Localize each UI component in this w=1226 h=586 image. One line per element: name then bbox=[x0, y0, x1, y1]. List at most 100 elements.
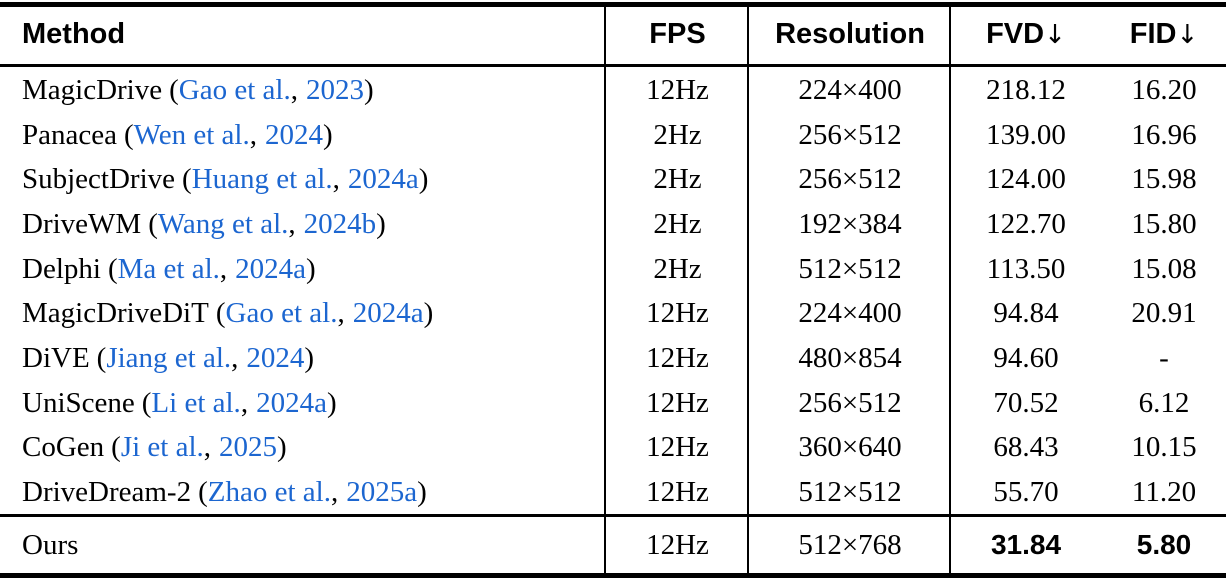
fps-value: 12Hz bbox=[646, 386, 709, 419]
resolution-value: 480×854 bbox=[798, 341, 902, 374]
column-header-fvd: FVD↓ bbox=[951, 18, 1101, 51]
citation-close-paren: ) bbox=[423, 297, 434, 330]
resolution-value: 224×400 bbox=[798, 73, 902, 106]
fvd-cell: 55.70 bbox=[951, 476, 1101, 509]
resolution-value: 512×512 bbox=[798, 476, 902, 509]
table-header-row: Method FPS Resolution FVD↓ FID↓ bbox=[0, 5, 1226, 63]
column-header-resolution-label: Resolution bbox=[775, 17, 925, 50]
citation-year-link[interactable]: 2024 bbox=[246, 341, 305, 374]
fid-cell: 16.20 bbox=[1101, 74, 1226, 107]
citation-comma: , bbox=[330, 476, 339, 509]
citation-comma: , bbox=[332, 163, 340, 196]
citation-comma: , bbox=[337, 297, 345, 330]
resolution-cell: 512×768 bbox=[749, 529, 951, 562]
column-header-method-label: Method bbox=[22, 17, 126, 50]
method-name: DriveDream-2 bbox=[22, 476, 192, 509]
fps-cell: 12Hz bbox=[606, 297, 749, 330]
citation-year-link[interactable]: 2023 bbox=[305, 73, 364, 106]
table-row: DriveWM (Wang et al., 2024b) 2Hz 192×384 1… bbox=[0, 202, 1226, 247]
citation-link[interactable]: Jiang et al. bbox=[106, 341, 232, 374]
citation-close-paren: ) bbox=[326, 386, 337, 419]
citation-link[interactable]: Wang et al. bbox=[157, 207, 289, 240]
citation-link[interactable]: Ma et al. bbox=[117, 252, 220, 285]
method-cell: DiVE (Jiang et al., 2024) bbox=[0, 342, 606, 375]
resolution-cell: 256×512 bbox=[749, 119, 951, 152]
fvd-value-best: 31.84 bbox=[990, 528, 1062, 560]
column-header-fid: FID↓ bbox=[1101, 18, 1226, 51]
resolution-value: 192×384 bbox=[798, 207, 902, 240]
fid-value: 16.96 bbox=[1131, 118, 1197, 151]
citation-close-paren: ) bbox=[322, 118, 333, 151]
citation-year-link[interactable]: 2024a bbox=[347, 163, 419, 196]
resolution-value: 512×768 bbox=[798, 528, 902, 561]
table-row: UniScene (Li et al., 2024a) 12Hz 256×512 7… bbox=[0, 381, 1226, 426]
fid-cell: 11.20 bbox=[1101, 476, 1226, 509]
citation-close-paren: ) bbox=[306, 252, 316, 285]
method-cell: Panacea (Wen et al., 2024) bbox=[0, 119, 606, 152]
fvd-cell: 218.12 bbox=[951, 74, 1101, 107]
resolution-cell: 256×512 bbox=[749, 163, 951, 196]
fid-value: 15.98 bbox=[1131, 163, 1197, 196]
citation-link[interactable]: Huang et al. bbox=[191, 163, 333, 196]
method-name: DiVE bbox=[22, 341, 90, 374]
resolution-value: 256×512 bbox=[798, 118, 902, 151]
citation-link[interactable]: Gao et al. bbox=[178, 73, 291, 106]
resolution-value: 256×512 bbox=[798, 386, 902, 419]
fvd-value: 122.70 bbox=[986, 207, 1066, 240]
fvd-value: 55.70 bbox=[993, 476, 1059, 509]
citation-link[interactable]: Zhao et al. bbox=[207, 476, 331, 509]
table-row: Panacea (Wen et al., 2024) 2Hz 256×512 139… bbox=[0, 113, 1226, 158]
fid-value: 11.20 bbox=[1131, 476, 1197, 509]
fvd-cell: 139.00 bbox=[951, 119, 1101, 152]
citation-open-paren: ( bbox=[124, 118, 134, 151]
down-arrow-icon: ↓ bbox=[1176, 19, 1199, 50]
citation-close-paren: ) bbox=[417, 476, 427, 509]
citation-open-paren: ( bbox=[148, 207, 158, 240]
method-cell: DriveDream-2 (Zhao et al., 2025a) bbox=[0, 476, 606, 509]
fid-value: 16.20 bbox=[1131, 73, 1197, 106]
fps-cell: 12Hz bbox=[606, 342, 749, 375]
citation-comma: , bbox=[203, 431, 212, 464]
table-row: Delphi (Ma et al., 2024a) 2Hz 512×512 113.… bbox=[0, 247, 1226, 292]
citation-link[interactable]: Li et al. bbox=[151, 386, 241, 419]
citation-comma: , bbox=[219, 252, 228, 285]
fid-value: 15.80 bbox=[1131, 207, 1197, 240]
table-row: MagicDriveDiT (Gao et al., 2024a) 12Hz 224… bbox=[0, 291, 1226, 336]
fid-value: 10.15 bbox=[1131, 431, 1197, 464]
fps-cell: 12Hz bbox=[606, 74, 749, 107]
citation-year-link[interactable]: 2024b bbox=[303, 207, 377, 240]
table-row-ours: Ours 12Hz 512×768 31.84 5.80 bbox=[0, 517, 1226, 573]
resolution-cell: 512×512 bbox=[749, 253, 951, 286]
horizontal-rule-bottom bbox=[0, 573, 1226, 578]
fps-cell: 2Hz bbox=[606, 163, 749, 196]
resolution-cell: 256×512 bbox=[749, 387, 951, 420]
citation-link[interactable]: Gao et al. bbox=[225, 297, 338, 330]
method-cell: CoGen (Ji et al., 2025) bbox=[0, 431, 606, 464]
citation-year-link[interactable]: 2024a bbox=[256, 386, 327, 419]
citation-year-link[interactable]: 2024 bbox=[264, 118, 323, 151]
table-row: MagicDrive (Gao et al., 2023) 12Hz 224×400… bbox=[0, 68, 1226, 113]
citation-year-link[interactable]: 2024a bbox=[352, 297, 424, 330]
citation-link[interactable]: Ji et al. bbox=[120, 431, 204, 464]
fvd-cell: 94.84 bbox=[951, 297, 1101, 330]
down-arrow-icon: ↓ bbox=[1044, 19, 1066, 50]
citation-year-link[interactable]: 2024a bbox=[235, 252, 306, 285]
fps-cell: 12Hz bbox=[606, 387, 749, 420]
column-header-resolution: Resolution bbox=[749, 18, 951, 51]
citation-year-link[interactable]: 2025a bbox=[346, 476, 418, 509]
citation-link[interactable]: Wen et al. bbox=[133, 118, 250, 151]
fps-value: 2Hz bbox=[653, 118, 702, 151]
column-header-fvd-label: FVD bbox=[986, 17, 1045, 50]
resolution-cell: 360×640 bbox=[749, 431, 951, 464]
fps-cell: 12Hz bbox=[606, 431, 749, 464]
method-name: Ours bbox=[22, 528, 79, 561]
citation-year-link[interactable]: 2025 bbox=[219, 431, 278, 464]
fid-value: - bbox=[1159, 341, 1169, 374]
resolution-cell: 192×384 bbox=[749, 208, 951, 241]
fid-value: 6.12 bbox=[1138, 386, 1190, 419]
fvd-value: 68.43 bbox=[993, 431, 1059, 464]
fps-cell: 2Hz bbox=[606, 253, 749, 286]
fvd-value: 70.52 bbox=[993, 386, 1059, 419]
fid-cell: 10.15 bbox=[1101, 431, 1226, 464]
fvd-cell: 124.00 bbox=[951, 163, 1101, 196]
